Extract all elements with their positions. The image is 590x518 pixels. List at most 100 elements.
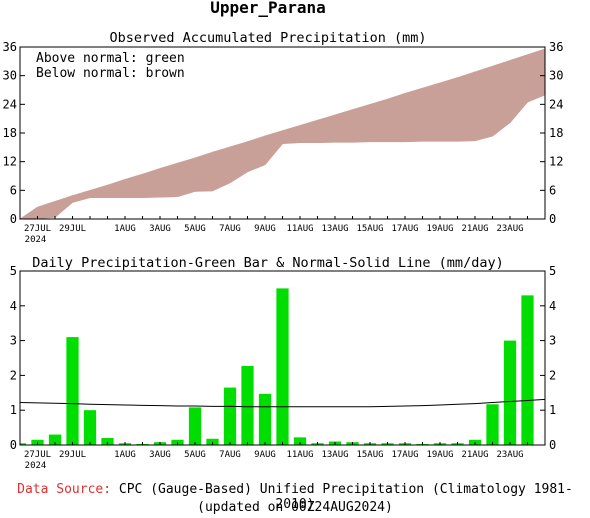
panel1-ytick-label-left: 24 <box>3 97 17 111</box>
accum-diff-segment <box>124 173 143 198</box>
daily-precip-bar <box>206 438 219 445</box>
panel2-xtick-label: 23AUG <box>496 450 523 460</box>
accum-diff-segment <box>159 162 178 198</box>
daily-precip-bar <box>223 387 237 445</box>
panel1-ytick-label-left: 18 <box>3 126 17 140</box>
panel2-xtick-label: 9AUG <box>254 450 276 460</box>
daily-precip-bar <box>503 340 517 445</box>
panel1-xtick-label: 1AUG <box>114 224 136 234</box>
accum-diff-segment <box>54 195 73 218</box>
daily-precip-bar <box>258 393 272 445</box>
accum-diff-segment <box>194 151 213 192</box>
accum-diff-segment <box>422 82 441 142</box>
legend-above-normal: Above normal: green <box>36 51 185 66</box>
daily-precip-bar <box>293 437 307 445</box>
panel1-title: Observed Accumulated Precipitation (mm) <box>110 30 427 46</box>
accum-diff-segment <box>89 184 108 198</box>
accum-diff-segment <box>404 87 423 142</box>
accum-diff-segment <box>142 167 161 198</box>
updated-line: (updated on 00Z24AUG2024) <box>197 500 393 515</box>
panel1-xtick-label: 21AUG <box>461 224 488 234</box>
accum-diff-segment <box>474 65 493 142</box>
data-source-line: Data Source: CPC (Gauge-Based) Unified P… <box>0 482 590 512</box>
panel2-ytick-label-right: 5 <box>549 264 556 278</box>
daily-precip-bar <box>48 434 62 445</box>
panel1-ytick-label-right: 6 <box>549 183 556 197</box>
accum-diff-segment <box>107 178 126 198</box>
panel2-ytick-label-right: 4 <box>549 299 556 313</box>
panel1-ytick-label-right: 0 <box>549 212 556 226</box>
panel2-title: Daily Precipitation-Green Bar & Normal-S… <box>32 255 503 271</box>
panel1-xtick-label: 13AUG <box>321 224 348 234</box>
panel1-area-layer <box>18 48 546 220</box>
daily-precip-bar <box>276 288 289 445</box>
panel2-ytick-label-right: 3 <box>549 334 556 348</box>
panel2-ytick-label-right: 2 <box>549 368 556 382</box>
daily-precip-bar <box>66 337 79 445</box>
accum-diff-segment <box>457 71 476 142</box>
panel1-ytick-label-right: 24 <box>549 97 563 111</box>
daily-precip-panel: Daily Precipitation-Green Bar & Normal-S… <box>10 255 556 471</box>
panel2-xtick-label: 29JUL <box>59 450 86 460</box>
panel1-ytick-label-right: 12 <box>549 155 563 169</box>
data-source-text: CPC (Gauge-Based) Unified Precipitation … <box>118 482 573 512</box>
panel2-xtick-label: 13AUG <box>321 450 348 460</box>
panel1-xtick-label: 17AUG <box>391 224 418 234</box>
panel1-xtick-label: 19AUG <box>426 224 453 234</box>
page-title: Upper_Parana <box>210 0 326 17</box>
panel1-ytick-label-right: 36 <box>549 40 563 54</box>
panel1-ytick-label-left: 12 <box>3 155 17 169</box>
panel2-ytick-label-left: 5 <box>10 264 17 278</box>
accum-diff-segment <box>37 200 56 219</box>
panel1-xtick-label: 23AUG <box>496 224 523 234</box>
accum-diff-segment <box>334 109 353 143</box>
accum-diff-segment <box>229 141 248 184</box>
panel1-frame <box>19 46 546 220</box>
data-source-label: Data Source: <box>17 482 112 497</box>
panel1-ytick-label-left: 30 <box>3 69 17 83</box>
panel1-xtick-label: 27JUL <box>24 224 51 234</box>
panel2-ytick-label-left: 2 <box>10 368 17 382</box>
panel2-xtick-label: 27JUL <box>24 450 51 460</box>
normal-daily-line <box>19 398 546 408</box>
daily-precip-bar <box>521 295 534 445</box>
daily-precip-bar <box>20 443 27 445</box>
accum-diff-segment <box>352 103 371 143</box>
accum-diff-segment <box>299 119 318 143</box>
panel2-ytick-label-right: 0 <box>549 438 556 452</box>
panel1-xtick-label: 9AUG <box>254 224 276 234</box>
panel1-xtick-label: 7AUG <box>219 224 241 234</box>
panel2-ytick-label-left: 4 <box>10 299 17 313</box>
accum-diff-segment <box>177 157 196 197</box>
panel1-xtick-label: 11AUG <box>286 224 313 234</box>
panel2-xtick-label: 11AUG <box>286 450 313 460</box>
daily-precip-bar <box>83 410 97 445</box>
panel1-ytick-label-right: 18 <box>549 126 563 140</box>
daily-precip-bar <box>188 407 202 445</box>
accum-diff-segment <box>317 114 336 143</box>
panel2-ytick-label-right: 1 <box>549 403 556 417</box>
panel2-frame <box>19 270 546 446</box>
panel2-ytick-label-left: 0 <box>10 438 17 452</box>
panel2-normal-line-layer <box>19 398 546 408</box>
panel2-xtick-label: 17AUG <box>391 450 418 460</box>
panel2-xtick-label: 15AUG <box>356 450 383 460</box>
panel2-xtick-label: 21AUG <box>461 450 488 460</box>
daily-precip-bar <box>101 438 114 445</box>
panel2-bars <box>20 288 534 445</box>
panel1-xtick-label: 29JUL <box>59 224 86 234</box>
panel2-xtick-label: 1AUG <box>114 450 136 460</box>
panel1-ytick-label-left: 6 <box>10 183 17 197</box>
daily-precip-bar <box>241 366 254 445</box>
panel2-xtick-label: 7AUG <box>219 450 241 460</box>
panel1-xtick-label: 15AUG <box>356 224 383 234</box>
accumulated-precip-panel: Observed Accumulated Precipitation (mm) … <box>3 30 564 245</box>
panel1-ytick-label-right: 30 <box>549 69 563 83</box>
accum-diff-segment <box>264 130 283 166</box>
daily-precip-bar <box>486 404 499 445</box>
panel1-ytick-label-left: 0 <box>10 212 17 226</box>
panel1-xtick-year: 2024 <box>25 235 47 245</box>
panel2-xtick-label: 3AUG <box>149 450 171 460</box>
